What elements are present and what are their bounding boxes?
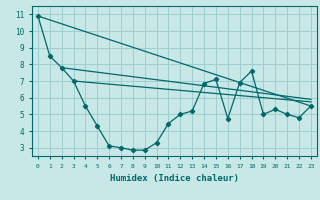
X-axis label: Humidex (Indice chaleur): Humidex (Indice chaleur) bbox=[110, 174, 239, 183]
